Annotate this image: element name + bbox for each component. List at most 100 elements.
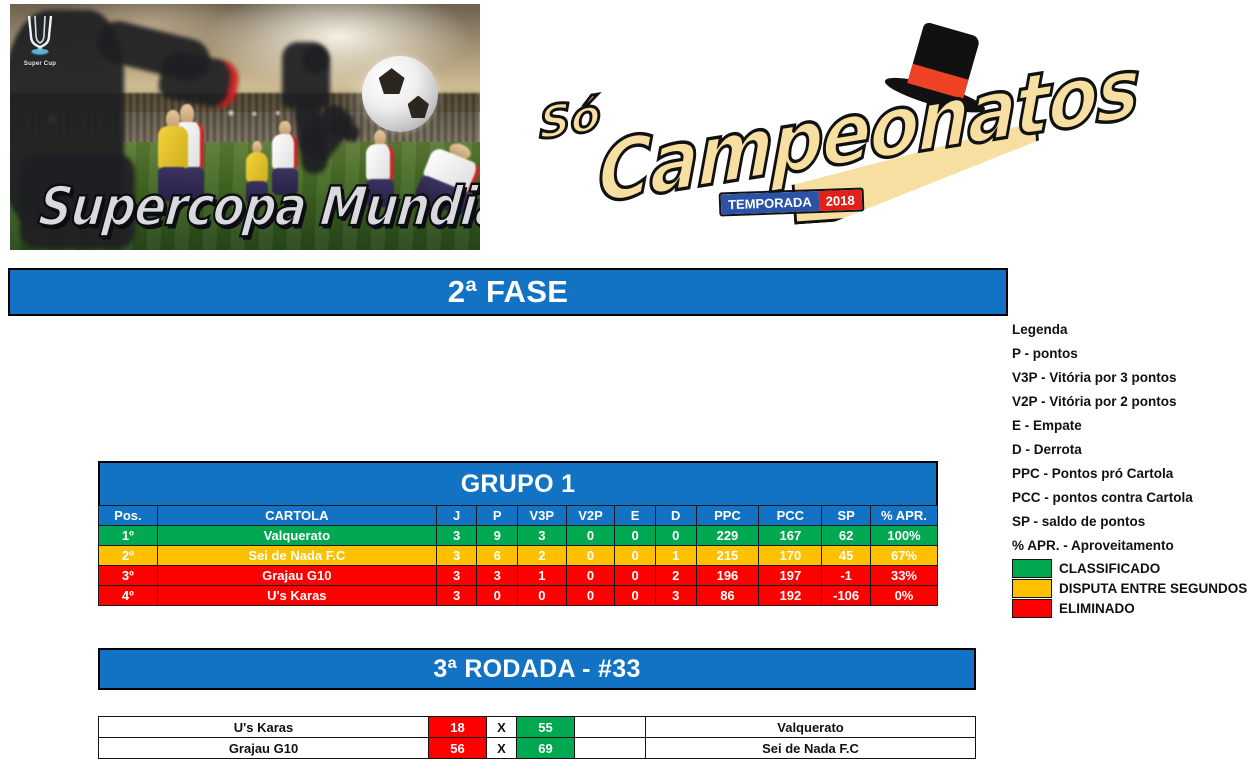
cell-ppc: 229 (695, 525, 760, 546)
cell-team: U's Karas (156, 585, 437, 606)
standings-header-row: Pos. CARTOLA J P V3P V2P E D PPC PCC SP … (98, 505, 939, 526)
legend-item-v3p: V3P - Vitória por 3 pontos (1012, 370, 1177, 385)
match-spacer (574, 737, 646, 759)
column-header-ppc: PPC (695, 505, 760, 526)
legend-item-d: D - Derrota (1012, 442, 1082, 457)
header-banner: Super Cup Supercopa Mundial Só Campeonat… (10, 4, 1140, 250)
swatch-amber-icon (1012, 578, 1052, 598)
cell-ppc: 86 (695, 585, 760, 606)
match-away-score: 55 (516, 716, 575, 738)
cell-pos: 2º (98, 545, 158, 566)
legend-swatch-disputa: DISPUTA ENTRE SEGUNDOS (1012, 578, 1252, 598)
cell-d: 1 (654, 545, 697, 566)
column-header-v2p: V2P (565, 505, 616, 526)
cell-pos: 1º (98, 525, 158, 546)
cell-apr: 100% (869, 525, 939, 546)
season-badge-label: TEMPORADA (720, 191, 820, 215)
swatch-label-disputa: DISPUTA ENTRE SEGUNDOS (1059, 580, 1248, 596)
column-header-p: P (476, 505, 518, 526)
swatch-label-eliminado: ELIMINADO (1059, 600, 1135, 616)
column-header-j: J (435, 505, 478, 526)
player-figure-white-2 (272, 120, 298, 196)
match-home-team: U's Karas (98, 716, 429, 738)
column-header-team: CARTOLA (156, 505, 437, 526)
legend-item-e: E - Empate (1012, 418, 1082, 433)
column-header-apr: % APR. (869, 505, 939, 526)
table-row: 1º Valquerato 3 9 3 0 0 0 229 167 62 100… (98, 525, 939, 546)
cell-team: Valquerato (156, 525, 437, 546)
table-row: 4º U's Karas 3 0 0 0 0 3 86 192 -106 0% (98, 585, 939, 606)
super-cup-label: Super Cup (23, 61, 57, 67)
cell-p: 0 (476, 585, 518, 606)
cell-d: 0 (654, 525, 697, 546)
legend-swatch-classificado: CLASSIFICADO (1012, 558, 1252, 578)
cell-team: Grajau G10 (156, 565, 437, 586)
cell-apr: 0% (869, 585, 939, 606)
cell-e: 0 (614, 525, 656, 546)
cell-pos: 3º (98, 565, 158, 586)
cell-e: 0 (614, 545, 656, 566)
player-figure-white-3 (366, 130, 394, 208)
legend-item-pcc: PCC - pontos contra Cartola (1012, 490, 1193, 505)
player-figure-yellow-2 (246, 140, 268, 206)
match-home-team: Grajau G10 (98, 737, 429, 759)
cell-v2p: 0 (565, 565, 616, 586)
table-row: 3º Grajau G10 3 3 1 0 0 2 196 197 -1 33% (98, 565, 939, 586)
cell-pcc: 167 (758, 525, 823, 546)
uefa-super-cup-logo: Super Cup (18, 14, 62, 67)
column-header-d: D (654, 505, 697, 526)
soccer-ball-icon (362, 56, 438, 132)
cell-j: 3 (435, 585, 478, 606)
cell-pcc: 170 (758, 545, 823, 566)
cell-v3p: 1 (516, 565, 567, 586)
cell-v2p: 0 (565, 545, 616, 566)
supercopa-mundial-photo: Super Cup Supercopa Mundial (10, 4, 480, 250)
match-spacer (574, 716, 646, 738)
match-home-score: 56 (428, 737, 487, 759)
competition-title: Supercopa Mundial (35, 173, 480, 239)
swatch-green-icon (1012, 558, 1052, 578)
cell-pcc: 192 (758, 585, 823, 606)
cell-v2p: 0 (565, 525, 616, 546)
legend-item-ppc: PPC - Pontos pró Cartola (1012, 466, 1174, 481)
so-campeonatos-logo: Só Campeonatos TEMPORADA 2018 (480, 4, 1140, 250)
season-badge: TEMPORADA 2018 (718, 187, 865, 217)
cell-pos: 4º (98, 585, 158, 606)
cell-e: 0 (614, 565, 656, 586)
striker-head-figure (302, 46, 328, 74)
legend-item-sp: SP - saldo de pontos (1012, 514, 1146, 529)
season-badge-year: 2018 (818, 189, 863, 212)
cell-pcc: 197 (758, 565, 823, 586)
legend-panel: Legenda P - pontos V3P - Vitória por 3 p… (1012, 318, 1252, 618)
column-header-e: E (614, 505, 656, 526)
swatch-red-icon (1012, 598, 1052, 618)
logo-word-so: Só (537, 87, 602, 151)
standings-table: Pos. CARTOLA J P V3P V2P E D PPC PCC SP … (98, 505, 939, 606)
cell-v3p: 2 (516, 545, 567, 566)
cell-j: 3 (435, 565, 478, 586)
swatch-label-classificado: CLASSIFICADO (1059, 560, 1161, 576)
cell-sp: -106 (821, 585, 871, 606)
cell-ppc: 215 (695, 545, 760, 566)
match-away-team: Sei de Nada F.C (645, 737, 976, 759)
player-figure-yellow-1 (158, 109, 188, 202)
cell-p: 9 (476, 525, 518, 546)
table-row: 2º Sei de Nada F.C 3 6 2 0 0 1 215 170 4… (98, 545, 939, 566)
legend-swatch-eliminado: ELIMINADO (1012, 598, 1252, 618)
cell-p: 6 (476, 545, 518, 566)
cell-d: 2 (654, 565, 697, 586)
legend-item-p: P - pontos (1012, 346, 1078, 361)
column-header-pos: Pos. (98, 505, 158, 526)
phase-title-bar: 2ª FASE (8, 268, 1008, 316)
cell-j: 3 (435, 525, 478, 546)
cell-sp: 45 (821, 545, 871, 566)
goalkeeper-shorts-figure (20, 154, 135, 249)
legend-item-apr: % APR. - Aproveitamento (1012, 538, 1174, 553)
column-header-v3p: V3P (516, 505, 567, 526)
cell-v3p: 3 (516, 525, 567, 546)
column-header-pcc: PCC (758, 505, 823, 526)
match-row: U's Karas 18 X 55 Valquerato (98, 716, 976, 738)
legend-item-v2p: V2P - Vitória por 2 pontos (1012, 394, 1177, 409)
match-away-score: 69 (516, 737, 575, 759)
